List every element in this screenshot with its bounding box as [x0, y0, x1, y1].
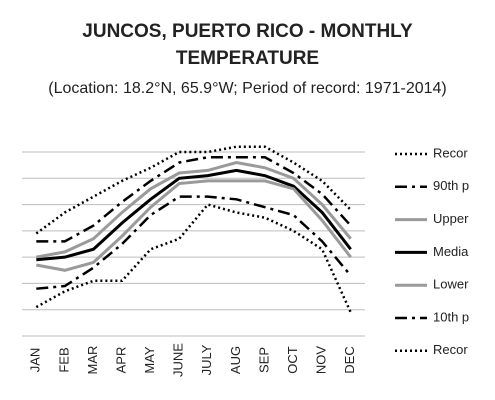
x-tick-label: OCT — [285, 346, 300, 374]
x-tick-label: AUG — [228, 346, 243, 374]
legend-label: Recor — [433, 145, 468, 160]
series-line — [36, 168, 352, 262]
series-line — [36, 160, 352, 259]
legend-label: 90th p — [433, 178, 469, 193]
legend-label: Recor — [433, 342, 468, 357]
x-tick-label: FEB — [56, 347, 71, 372]
x-tick-label: DEC — [342, 346, 357, 373]
x-tick-label: SEP — [256, 347, 271, 373]
series-line — [36, 179, 352, 272]
x-tick-label: JAN — [28, 348, 43, 373]
chart-subtitle: (Location: 18.2°N, 65.9°W; Period of rec… — [48, 80, 447, 97]
x-tick-label: JULY — [199, 344, 214, 375]
legend-label: 10th p — [433, 309, 469, 324]
x-tick-label: MAY — [142, 346, 157, 374]
chart-title: JUNCOS, PUERTO RICO - MONTHLY TEMPERATUR… — [82, 21, 413, 69]
x-tick-label: APR — [113, 347, 128, 374]
legend-label: Lower — [433, 277, 469, 292]
x-tick-label: JUNE — [171, 343, 186, 377]
series-line — [35, 203, 352, 313]
series-line — [36, 195, 352, 290]
x-tick-label: MAR — [85, 346, 100, 375]
series-line — [36, 156, 352, 243]
x-tick-label: NOV — [314, 346, 329, 375]
legend-label: Media — [433, 244, 469, 259]
legend-label: Upper — [433, 211, 469, 226]
